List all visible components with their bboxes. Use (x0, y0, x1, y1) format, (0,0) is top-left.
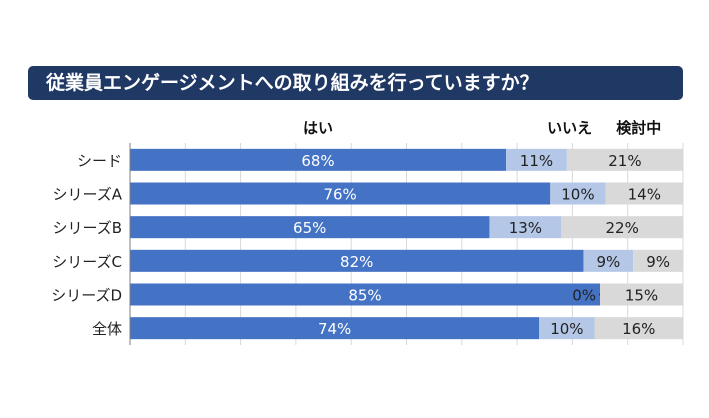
data-label: 14% (628, 186, 661, 204)
data-label: 9% (646, 253, 670, 271)
legend-label: 検討中 (616, 119, 661, 137)
bar-segment (605, 182, 683, 205)
bar-segment (130, 317, 540, 340)
data-label: 65% (293, 219, 326, 237)
bar-segment (594, 317, 683, 340)
category-label: シリーズD (51, 287, 122, 305)
data-label: 74% (318, 320, 351, 338)
category-label: シリーズA (52, 186, 122, 204)
bar-segment (489, 216, 562, 239)
legend-label: いいえ (547, 119, 592, 137)
data-label: 15% (625, 287, 658, 305)
data-label: 10% (550, 320, 583, 338)
bar-segment (583, 249, 634, 272)
data-label: 16% (622, 320, 655, 338)
bar-segment (506, 148, 567, 171)
data-label: 22% (605, 219, 638, 237)
data-label: 21% (608, 152, 641, 170)
data-label: 13% (509, 219, 542, 237)
data-label: 10% (561, 186, 594, 204)
data-label: 82% (340, 253, 373, 271)
category-label: シード (77, 152, 122, 170)
bar-segment (561, 216, 683, 239)
data-label: 0% (572, 287, 596, 305)
data-label: 85% (348, 287, 381, 305)
bar-segment (130, 182, 551, 205)
data-label: 11% (520, 152, 553, 170)
data-label: 76% (323, 186, 356, 204)
bar-segment (130, 249, 584, 272)
category-label: シリーズB (52, 219, 122, 237)
bar-segment (539, 317, 595, 340)
bar-segment (130, 283, 601, 306)
bar-segment (550, 182, 606, 205)
category-label: 全体 (92, 320, 122, 338)
bar-segment (130, 148, 507, 171)
chart-title: 従業員エンゲージメントへの取り組みを行っていますか？ (28, 66, 683, 100)
data-label: 9% (596, 253, 620, 271)
bar-segment (566, 148, 683, 171)
bar-segment (130, 216, 490, 239)
category-label: シリーズC (52, 253, 122, 271)
bar-segment (600, 283, 683, 306)
legend-label: はい (303, 119, 333, 137)
data-label: 68% (301, 152, 334, 170)
bar-segment (633, 249, 683, 272)
